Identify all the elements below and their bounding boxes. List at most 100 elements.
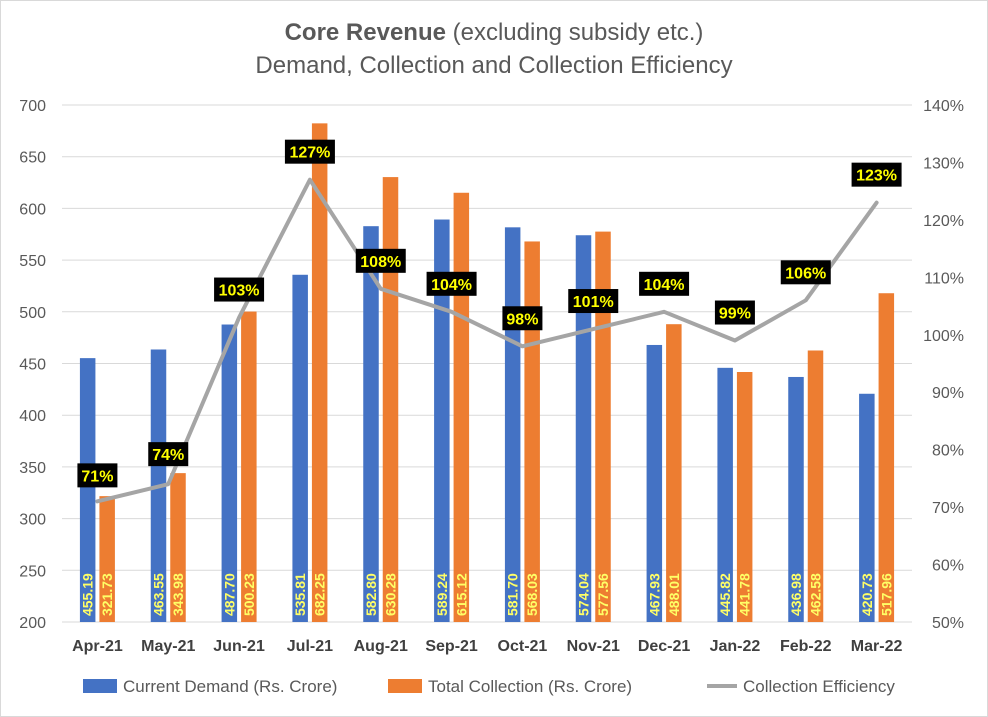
- demand-value-label: 420.73: [859, 573, 875, 616]
- efficiency-label-group: 101%: [568, 289, 619, 314]
- collection-bar: [311, 123, 328, 622]
- demand-bar: [717, 367, 733, 622]
- y-right-tick-label: 140%: [923, 98, 964, 115]
- y-left-tick-label: 300: [19, 512, 46, 529]
- x-category-label: Oct-21: [498, 638, 548, 655]
- legend-label: Total Collection (Rs. Crore): [428, 677, 632, 696]
- y-right-tick-label: 60%: [932, 558, 964, 575]
- demand-value-label: 455.19: [80, 573, 96, 616]
- efficiency-label: 123%: [856, 168, 897, 185]
- collection-bar: [99, 496, 115, 622]
- data-labels: 455.19 463.55 487.70 535.81 582.80 589.24 581.…: [77, 139, 902, 616]
- y-left-tick-label: 200: [19, 615, 46, 632]
- efficiency-label: 127%: [289, 145, 330, 162]
- efficiency-label-group: 74%: [148, 442, 189, 467]
- efficiency-label: 101%: [573, 294, 614, 311]
- y-right-tick-label: 110%: [924, 270, 964, 287]
- legend-swatch: [83, 679, 117, 693]
- collection-bar: [170, 473, 186, 622]
- x-category-label: Nov-21: [567, 638, 620, 655]
- efficiency-label-box: [780, 260, 831, 285]
- efficiency-label-box: [426, 271, 477, 296]
- demand-bar: [859, 393, 875, 622]
- bars: [79, 123, 895, 623]
- y-right-tick-label: 100%: [923, 328, 964, 345]
- demand-bar: [504, 227, 521, 622]
- collection-value-label: 615.12: [453, 573, 469, 616]
- demand-bar: [788, 376, 804, 622]
- demand-value-label: 436.98: [788, 573, 804, 616]
- collection-value-label: 682.25: [312, 573, 328, 616]
- demand-value-label: 467.93: [646, 573, 662, 616]
- collection-value-label: 577.56: [595, 573, 611, 616]
- efficiency-label-box: [148, 442, 189, 467]
- efficiency-label: 104%: [431, 277, 472, 294]
- y-right-tick-label: 90%: [932, 385, 964, 402]
- efficiency-label-group: 106%: [780, 260, 831, 285]
- efficiency-label-group: 104%: [639, 271, 690, 296]
- efficiency-label: 99%: [719, 306, 751, 323]
- collection-bar: [524, 241, 540, 623]
- collection-value-label: 517.96: [878, 573, 894, 616]
- efficiency-label-box: [284, 139, 335, 164]
- y-left-tick-label: 350: [19, 460, 46, 477]
- chart-title: Core Revenue (excluding subsidy etc.): [285, 19, 704, 46]
- x-category-label: Jun-21: [213, 638, 265, 655]
- chart-title-rest: (excluding subsidy etc.): [446, 19, 703, 46]
- y-right-tick-label: 70%: [932, 500, 964, 517]
- efficiency-label: 104%: [644, 277, 685, 294]
- y-left-tick-label: 450: [19, 357, 46, 374]
- gridlines: [62, 104, 912, 623]
- efficiency-label: 98%: [506, 311, 538, 328]
- x-category-label: Jan-22: [710, 638, 761, 655]
- demand-bar: [292, 274, 308, 622]
- collection-bar: [241, 311, 257, 622]
- x-category-label: Feb-22: [780, 638, 832, 655]
- collection-value-label: 568.03: [524, 573, 540, 616]
- collection-bar: [736, 371, 753, 622]
- legend: Current Demand (Rs. Crore) Total Collecti…: [83, 677, 895, 696]
- demand-value-label: 589.24: [434, 573, 450, 616]
- y-right-tick-label: 80%: [932, 443, 964, 460]
- x-category-label: May-21: [141, 638, 195, 655]
- x-category-label: Mar-22: [851, 638, 903, 655]
- x-category-label: Apr-21: [72, 638, 123, 655]
- efficiency-label-box: [355, 248, 406, 273]
- efficiency-label-box: [502, 306, 543, 331]
- collection-value-label: 441.78: [737, 573, 753, 616]
- efficiency-line: [95, 177, 879, 504]
- demand-value-label: 487.70: [221, 573, 237, 616]
- demand-bar: [79, 358, 96, 622]
- x-category-label: Jul-21: [287, 638, 333, 655]
- efficiency-label-group: 104%: [426, 271, 477, 296]
- collection-bar: [382, 177, 399, 622]
- collection-value-label: 321.73: [99, 573, 115, 616]
- efficiency-line-path: [95, 177, 879, 504]
- y-left-tick-label: 250: [19, 563, 46, 580]
- demand-bar: [646, 344, 663, 622]
- x-category-label: Aug-21: [354, 638, 408, 655]
- y-left-tick-label: 400: [19, 408, 46, 425]
- legend-label: Current Demand (Rs. Crore): [123, 677, 337, 696]
- x-category-label: Dec-21: [638, 638, 691, 655]
- efficiency-label-box: [77, 463, 118, 488]
- y-right-tick-label: 50%: [932, 615, 964, 632]
- demand-bar: [434, 219, 450, 623]
- efficiency-label: 71%: [81, 468, 113, 485]
- collection-value-label: 500.23: [241, 573, 257, 616]
- collection-value-label: 488.01: [666, 573, 682, 616]
- y-right-tick-label: 130%: [923, 155, 964, 172]
- chart-title-bold: Core Revenue: [285, 19, 446, 46]
- efficiency-label-box: [214, 277, 265, 302]
- efficiency-label-box: [714, 300, 755, 325]
- collection-value-label: 462.58: [808, 573, 824, 616]
- efficiency-label-group: 103%: [214, 277, 265, 302]
- y-left-tick-label: 600: [19, 201, 46, 218]
- efficiency-label-box: [639, 271, 690, 296]
- y-left-tick-label: 700: [19, 98, 46, 115]
- y-right-tick-label: 120%: [923, 213, 964, 230]
- demand-value-label: 582.80: [363, 573, 379, 616]
- efficiency-label: 103%: [219, 283, 260, 300]
- efficiency-label: 74%: [152, 447, 184, 464]
